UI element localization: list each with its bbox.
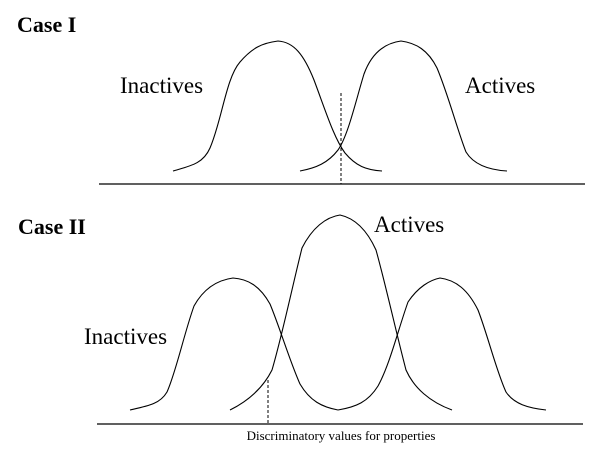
case-2-actives-curve (229, 214, 453, 411)
case-2-actives-label: Actives (374, 212, 444, 237)
case-2-inactives-right-curve (337, 277, 547, 411)
case-1-actives-curve (299, 40, 508, 172)
case-1-inactives-label: Inactives (120, 73, 203, 98)
case-1-inactives-curve (172, 40, 383, 172)
case-1-actives-label: Actives (465, 73, 535, 98)
case-2-inactives-label: Inactives (84, 324, 167, 349)
case-2-heading: Case II (18, 214, 86, 239)
case-2-inactives-left-curve (129, 277, 339, 411)
case-1-heading: Case I (17, 12, 76, 37)
axis-caption: Discriminatory values for properties (247, 428, 436, 443)
